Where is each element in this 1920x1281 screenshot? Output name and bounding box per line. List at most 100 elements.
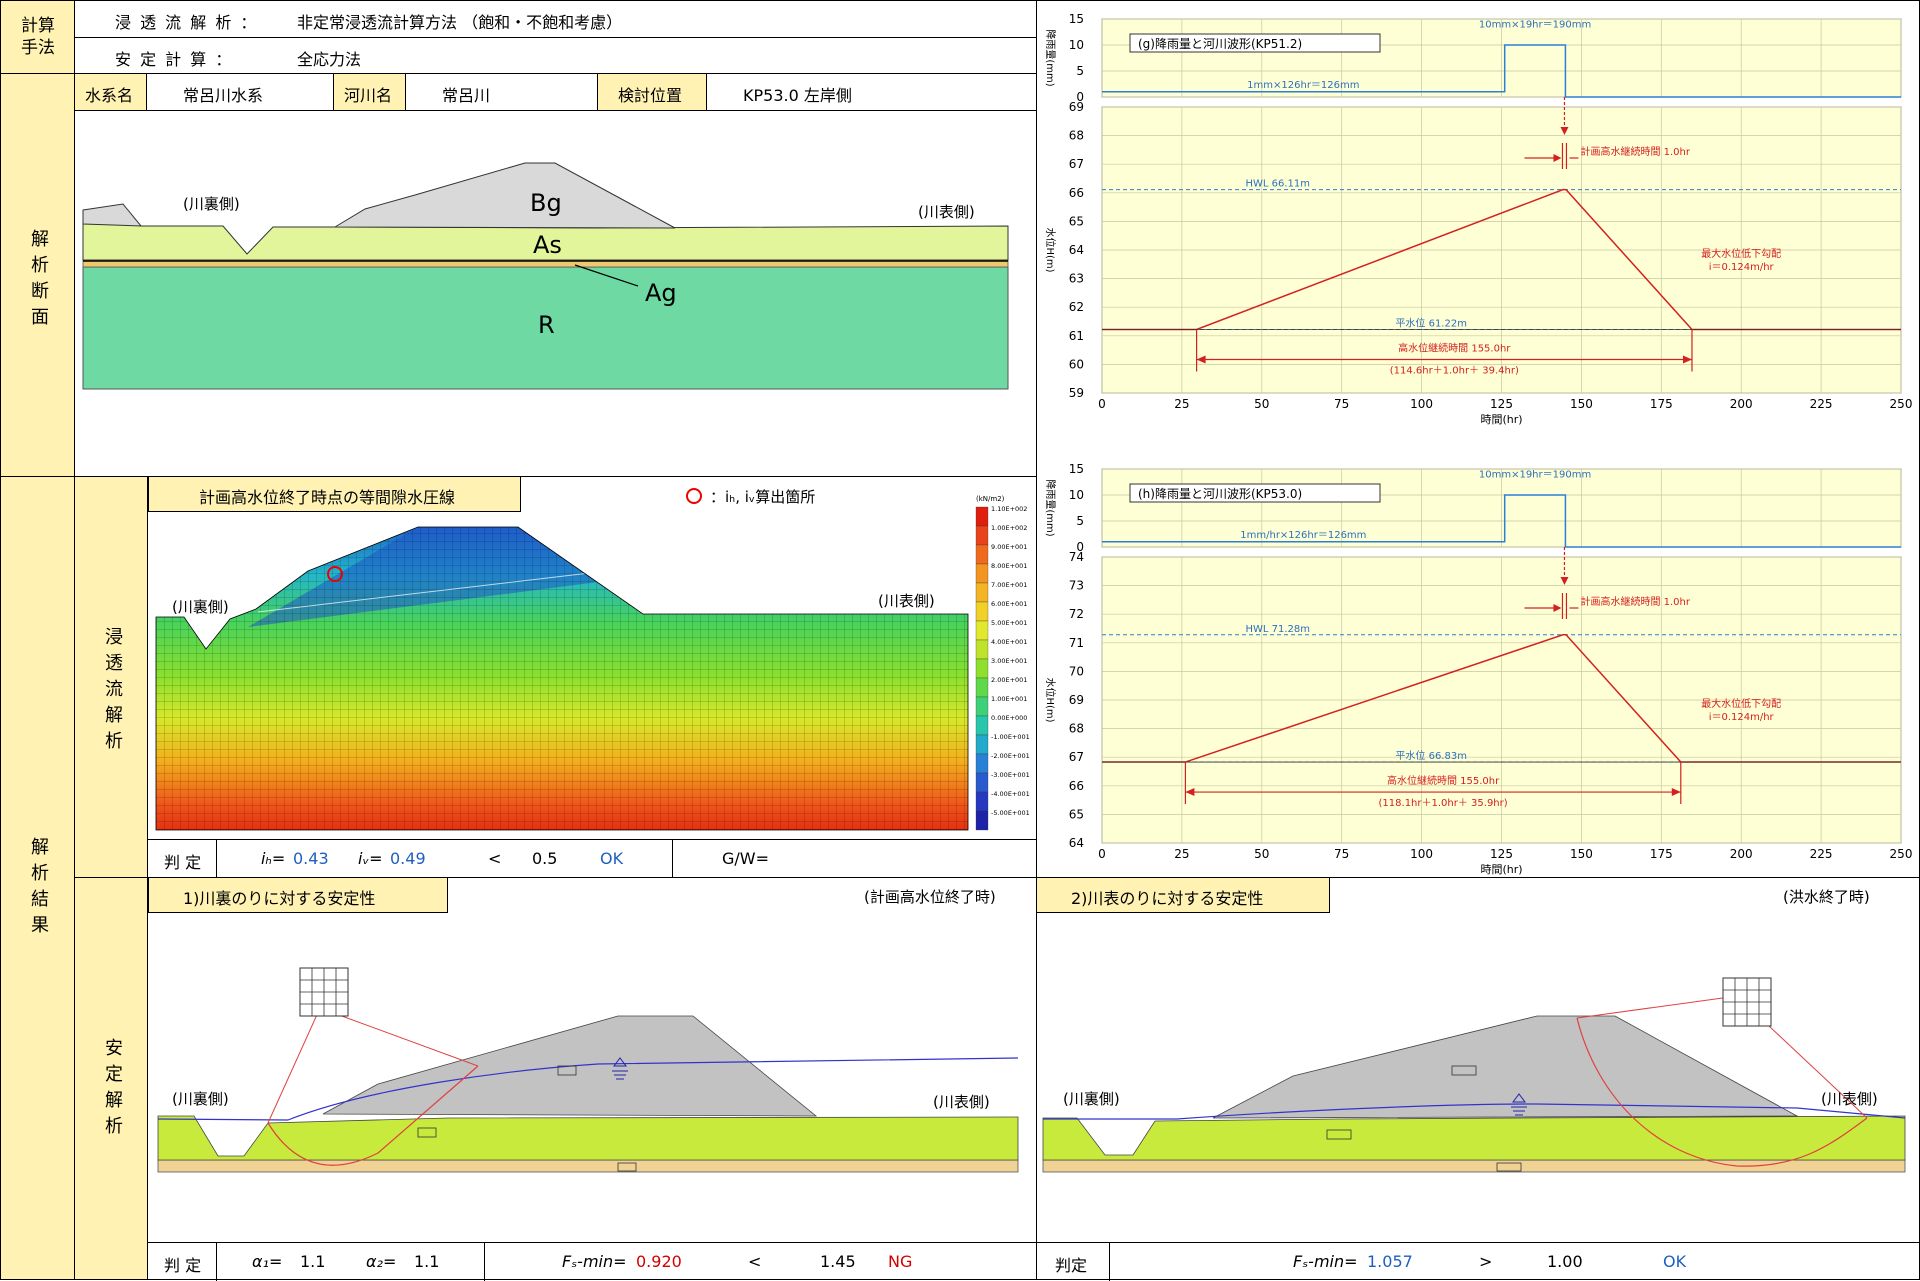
x-tick-label: 25	[1174, 397, 1189, 411]
legend-swatch	[975, 734, 989, 755]
rain-label-2: 10mm×19hr＝190mm	[1479, 469, 1591, 480]
stab2-diagram: (川裏側) (川表側)	[1042, 977, 1906, 1173]
high-duration-detail: (118.1hr＋1.0hr＋ 35.9hr)	[1379, 798, 1508, 809]
stab1-water-level-icon	[612, 1057, 628, 1080]
x-tick-label: 175	[1650, 397, 1673, 411]
legend-value: -2.00E+001	[991, 752, 1030, 760]
stab2-water-level-icon	[1511, 1093, 1527, 1116]
river-name-value-cell: 常呂川	[405, 73, 598, 111]
section-label-cell: 解析断面	[0, 73, 75, 477]
stab1-compare: <	[748, 1252, 762, 1271]
legend-swatch	[975, 544, 989, 565]
seepage-contour-plot: (川裏側) (川表側) (kN/m2) 1.10E+002 1.00E+002 9.0…	[155, 495, 1030, 831]
layer-bg-embankment	[333, 162, 676, 229]
x-tick-label: 225	[1810, 397, 1833, 411]
seepage-riverside-label: (川表側)	[878, 592, 935, 610]
rain-tick-label: 15	[1069, 12, 1084, 26]
river-name-label-cell: 河川名	[333, 73, 406, 111]
method-seepage-value: 非定常浸透流計算方法 （飽和・不飽和考慮）	[297, 13, 623, 32]
high-duration-label: 高水位継続時間 155.0hr	[1387, 774, 1500, 787]
r-label: R	[538, 311, 555, 339]
y-tick-label: 70	[1069, 664, 1084, 678]
legend-swatch	[975, 601, 989, 622]
arrow-head	[1553, 154, 1562, 162]
legend-swatch	[975, 715, 989, 736]
arrow-head	[1196, 355, 1206, 364]
x-tick-label: 250	[1890, 397, 1913, 411]
rain-label-1: 1mm×126hr＝126mm	[1247, 80, 1359, 91]
cross-section-diagram: Bg As Ag R (川裏側) (川表側)	[82, 162, 1009, 390]
rain-tick-label: 10	[1069, 488, 1084, 502]
legend-value: 3.00E+001	[991, 657, 1027, 665]
chart-title-box	[1129, 33, 1381, 53]
seepage-legend: (kN/m2) 1.10E+002 1.00E+002 9.00E+001 8.00E+…	[975, 495, 1030, 831]
stab2-riverside-label: (川表側)	[1821, 1090, 1878, 1108]
section-label: 解析断面	[28, 229, 49, 333]
y-axis-label: 水位H(m)	[1044, 227, 1057, 272]
system-name-value: 常呂川水系	[183, 86, 264, 105]
x-tick-label: 225	[1810, 847, 1833, 861]
stab2-result: OK	[1663, 1252, 1687, 1271]
x-tick-label: 150	[1570, 847, 1593, 861]
stab2-layer-tag-1	[1451, 1065, 1477, 1076]
legend-swatch	[975, 563, 989, 584]
calc-method-label-cell: 計算手法	[0, 0, 75, 74]
normal-level-label: 平水位 66.83m	[1395, 749, 1467, 762]
legend-value: 8.00E+001	[991, 562, 1027, 570]
seepage-judge-label: 判 定	[164, 853, 202, 872]
legend-swatch	[975, 582, 989, 603]
method-seepage-label: 浸 透 流 解 析 ：	[115, 13, 259, 32]
hydrograph-chart-g: 0 25 50 75 100 125 150 175 200 225 250 0 5 10 15 59 60 61…	[1044, 12, 1913, 426]
x-tick-label: 200	[1730, 397, 1753, 411]
seepage-judge-row: 判 定 iₕ= 0.43 iᵥ= 0.49 < 0.5 OK G/W=	[148, 839, 1036, 878]
stab2-search-grid-icon	[1722, 977, 1772, 1027]
y-axis-label: 水位H(m)	[1044, 677, 1057, 722]
layer-bg	[82, 203, 143, 227]
legend-value: 1.10E+002	[991, 505, 1027, 513]
arrow-head	[1185, 788, 1195, 797]
arrow-head	[1553, 604, 1562, 612]
y-tick-label: 64	[1069, 836, 1084, 850]
stab2-fs-label: Fₛ-min=	[1293, 1252, 1358, 1271]
rain-series-line	[1102, 494, 1901, 548]
x-tick-label: 125	[1490, 847, 1513, 861]
stab1-result: NG	[888, 1252, 913, 1271]
x-tick-label: 0	[1098, 397, 1106, 411]
as-label: As	[533, 231, 562, 259]
stab1-fs-label: Fₛ-min=	[562, 1252, 627, 1271]
ag-label: Ag	[645, 279, 677, 307]
slope-label-1: 最大水位低下勾配	[1701, 697, 1781, 710]
rain-axis-label: 降雨量(mm)	[1044, 29, 1057, 86]
chart-title: (h)降雨量と河川波形(KP53.0)	[1138, 487, 1302, 501]
y-tick-label: 74	[1069, 550, 1084, 564]
stab1-judge-label: 判 定	[164, 1256, 202, 1275]
x-tick-label: 150	[1570, 397, 1593, 411]
legend-swatch	[975, 810, 989, 831]
legend-value: 2.00E+001	[991, 676, 1027, 684]
hydrograph-chart-h: 0 25 50 75 100 125 150 175 200 225 250 0 5 10 15 64 65 66…	[1044, 462, 1912, 876]
result-label: 解析結果	[28, 837, 49, 941]
stability-panel-landside: 1)川裏のりに対する安定性 (計画高水位終了時) (川裏側) (川表側) 判 定…	[147, 877, 1037, 1281]
stab2-judge-label: 判定	[1055, 1256, 1088, 1275]
y-tick-label: 61	[1069, 329, 1084, 343]
position-label: 検討位置	[618, 86, 683, 105]
riverside-label: (川表側)	[918, 203, 975, 221]
y-tick-label: 62	[1069, 300, 1084, 314]
x-tick-label: 25	[1174, 847, 1189, 861]
y-tick-label: 63	[1069, 272, 1084, 286]
seepage-panel: 計画高水位終了時点の等間隙水圧線 ：iₕ, iᵥ算出箇所	[147, 476, 1037, 878]
high-duration-detail: (114.6hr＋1.0hr＋ 39.4hr)	[1390, 366, 1519, 377]
arrow-head	[1682, 355, 1692, 364]
y-tick-label: 64	[1069, 243, 1084, 257]
stab2-limit: 1.00	[1547, 1252, 1583, 1271]
stab1-riverside-label: (川表側)	[933, 1093, 990, 1111]
legend-swatch	[975, 677, 989, 698]
arrow-head	[1671, 788, 1681, 797]
result-label-cell: 解析結果	[0, 476, 75, 1280]
legend-value: 7.00E+001	[991, 581, 1027, 589]
stab1-timing: (計画高水位終了時)	[864, 888, 996, 906]
stab2-timing: (洪水終了時)	[1783, 888, 1870, 906]
x-tick-label: 100	[1410, 847, 1433, 861]
hwl-label: HWL 71.28m	[1246, 624, 1311, 635]
method-stability-value: 全応力法	[297, 50, 362, 69]
